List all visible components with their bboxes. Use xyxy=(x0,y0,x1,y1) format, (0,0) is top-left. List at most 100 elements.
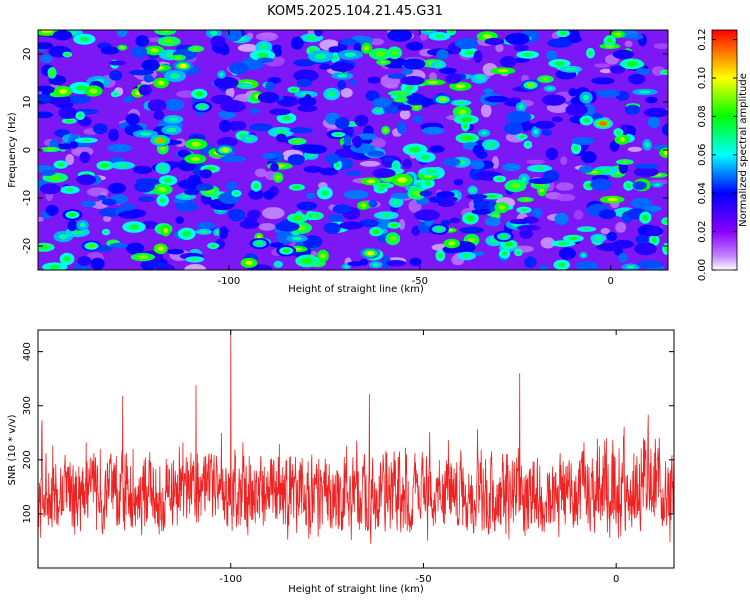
heatmap-cell xyxy=(515,101,527,113)
heatmap-low-patch xyxy=(359,160,381,167)
heatmap-cell xyxy=(480,193,503,200)
heatmap-cell xyxy=(367,150,385,157)
heatmap-cell xyxy=(580,151,597,164)
heatmap-cell xyxy=(248,189,264,200)
heatmap-cell xyxy=(632,88,658,96)
heatmap-cell xyxy=(265,81,275,92)
heatmap-cell xyxy=(147,99,167,112)
heatmap-cell xyxy=(662,243,668,255)
heatmap-low-patch xyxy=(600,228,610,235)
heatmap-cell xyxy=(117,44,128,51)
heatmap-cell xyxy=(153,243,168,255)
heatmap-low-patch xyxy=(399,109,411,120)
heatmap-low-patch xyxy=(560,156,568,166)
heatmap-cell xyxy=(164,70,187,83)
heatmap-cell xyxy=(40,54,53,63)
colorbar-tick-label: 0.08 xyxy=(697,105,708,127)
heatmap-cell xyxy=(286,234,308,243)
heatmap-cell xyxy=(297,104,318,112)
heatmap-cell xyxy=(503,121,523,135)
heatmap-cell xyxy=(388,197,404,208)
heatmap-cell xyxy=(473,251,485,257)
colorbar-gradient xyxy=(711,29,738,271)
heatmap-cell xyxy=(372,182,395,189)
heatmap-cell xyxy=(499,248,511,259)
heatmap-cell xyxy=(508,97,521,104)
snr-plot-area xyxy=(38,330,674,568)
heatmap-cell xyxy=(75,111,85,120)
heatmap-cell xyxy=(331,131,346,138)
heatmap-cell xyxy=(500,239,518,249)
heatmap-cell xyxy=(576,226,597,232)
heatmap-hotspot xyxy=(593,118,614,130)
heatmap-hotspot xyxy=(276,245,297,257)
heatmap-low-patch xyxy=(480,103,492,118)
heatmap-cell xyxy=(661,217,668,226)
heatmap-cell xyxy=(231,189,242,197)
heatmap-cell xyxy=(239,219,260,229)
heatmap-cell xyxy=(219,45,230,56)
heatmap-low-patch xyxy=(38,216,44,222)
heatmap-cell xyxy=(546,50,557,61)
heatmap-cell xyxy=(413,115,423,123)
heatmap-cell xyxy=(42,262,68,270)
heatmap-cell xyxy=(502,163,521,172)
heatmap-cell xyxy=(101,228,111,236)
heatmap-cell xyxy=(229,62,249,75)
heatmap-cell xyxy=(632,181,647,190)
heatmap-cell xyxy=(562,234,584,242)
heatmap-cell xyxy=(185,256,205,263)
heatmap-cell xyxy=(53,160,68,169)
heatmap-y-ticks: -20 -10 0 10 20 xyxy=(22,48,668,254)
heatmap-cell xyxy=(73,33,96,45)
heatmap-cell xyxy=(519,228,533,239)
heatmap-cell xyxy=(400,76,425,86)
heatmap-cell xyxy=(545,147,559,160)
heatmap-cell xyxy=(402,159,413,169)
snr-y-tick-label: 200 xyxy=(22,450,33,469)
heatmap-cell xyxy=(568,88,577,97)
snr-series-line xyxy=(38,330,674,544)
heatmap-cell xyxy=(306,192,316,199)
heatmap-cell xyxy=(430,61,447,69)
heatmap-cell xyxy=(337,49,363,60)
heatmap-cell xyxy=(263,190,275,200)
heatmap-cell xyxy=(175,193,197,200)
heatmap-cell xyxy=(144,45,165,56)
heatmap-cell xyxy=(118,211,142,219)
heatmap-cell xyxy=(383,105,401,114)
heatmap-cell xyxy=(153,110,165,120)
heatmap-cell xyxy=(219,226,228,240)
heatmap-cell xyxy=(616,159,634,165)
heatmap-cell xyxy=(559,65,583,73)
heatmap-cell xyxy=(439,67,457,75)
heatmap-cell xyxy=(339,38,357,46)
heatmap-cell xyxy=(531,207,543,219)
heatmap-cell xyxy=(443,157,461,167)
colorbar-tick-label: 0.04 xyxy=(697,182,708,204)
heatmap-cell xyxy=(551,116,563,123)
heatmap-cell xyxy=(160,224,171,237)
heatmap-cell xyxy=(359,219,379,228)
heatmap-cell xyxy=(126,242,145,255)
heatmap-cell xyxy=(129,69,154,76)
heatmap-cell xyxy=(516,225,541,231)
heatmap-cell xyxy=(225,30,242,42)
heatmap-cell xyxy=(512,57,530,63)
heatmap-cell xyxy=(167,248,185,255)
heatmap-cell xyxy=(420,97,431,108)
snr-y-ticks: 100 200 300 400 xyxy=(22,342,674,523)
heatmap-cell xyxy=(513,44,529,52)
heatmap-cell xyxy=(647,116,661,129)
heatmap-cell xyxy=(131,45,148,59)
heatmap-cell xyxy=(554,212,569,225)
heatmap-cell xyxy=(659,147,668,158)
heatmap-cell xyxy=(319,63,332,70)
heatmap-cell xyxy=(220,100,246,113)
heatmap-cell xyxy=(598,209,617,219)
heatmap-cell xyxy=(210,35,226,48)
heatmap-hotspot xyxy=(192,101,213,113)
heatmap-cell xyxy=(328,214,344,222)
heatmap-cell xyxy=(373,211,399,220)
